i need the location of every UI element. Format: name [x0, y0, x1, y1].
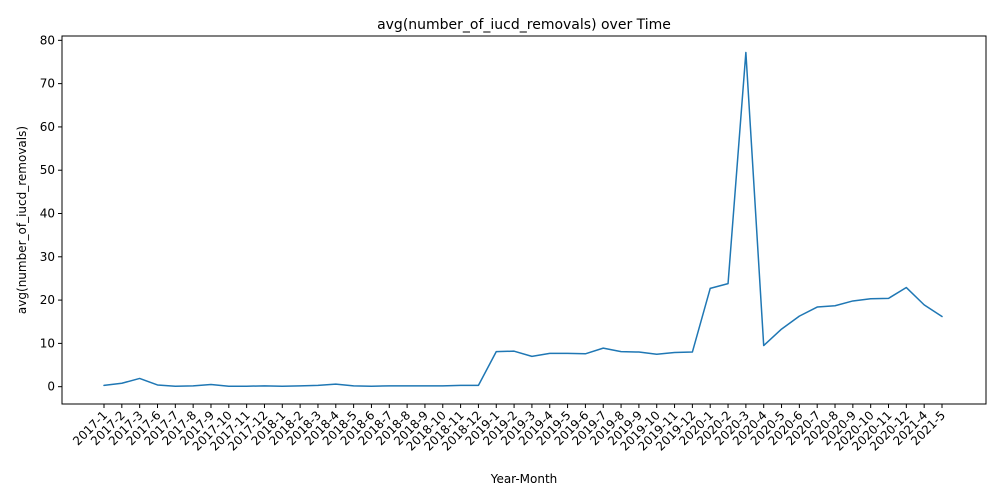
- y-tick-label: 50: [40, 163, 55, 177]
- y-tick-label: 20: [40, 293, 55, 307]
- chart-title: avg(number_of_iucd_removals) over Time: [377, 17, 671, 33]
- series-layer: [103, 51, 943, 387]
- y-axis: 0 10 20 30 40 50 60 70 80: [40, 33, 62, 394]
- y-tick-label: 80: [40, 33, 55, 47]
- y-tick-label: 0: [47, 380, 55, 394]
- series-line: [103, 51, 943, 387]
- y-tick-label: 30: [40, 250, 55, 264]
- y-tick-label: 60: [40, 120, 55, 134]
- y-tick-label: 10: [40, 336, 55, 350]
- plot-frame: [61, 35, 987, 405]
- y-tick-label: 40: [40, 207, 55, 221]
- y-axis-title: avg(number_of_iucd_removals): [15, 126, 29, 314]
- y-tick-label: 70: [40, 77, 55, 91]
- x-axis-title: Year-Month: [490, 472, 558, 486]
- x-axis: 2017-12017-22017-32017-62017-72017-82017…: [70, 404, 948, 454]
